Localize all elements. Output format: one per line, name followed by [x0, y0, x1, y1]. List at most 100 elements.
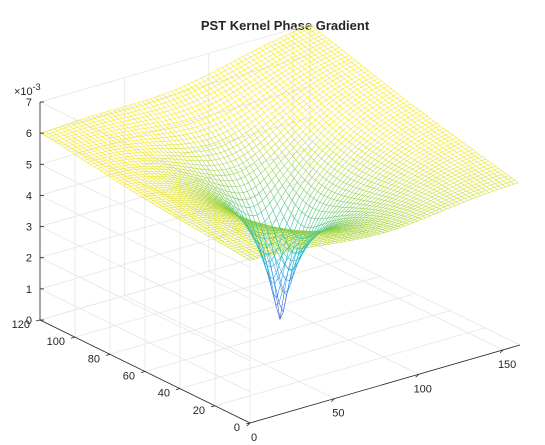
mesh-segment	[396, 227, 401, 229]
mesh-segment	[199, 223, 204, 226]
mesh-segment	[120, 154, 125, 158]
mesh-segment	[416, 163, 422, 167]
mesh-segment	[372, 104, 378, 108]
mesh-segment	[255, 65, 261, 69]
mesh-segment	[131, 183, 135, 186]
mesh-segment	[253, 167, 258, 172]
mesh-segment	[298, 79, 304, 83]
mesh-segment	[418, 154, 424, 158]
mesh-segment	[427, 196, 432, 200]
mesh-segment	[369, 222, 374, 226]
mesh-segment	[240, 210, 245, 214]
mesh-segment	[254, 257, 259, 260]
mesh-segment	[294, 135, 299, 140]
mesh-segment	[459, 201, 464, 204]
mesh-segment	[207, 132, 212, 135]
mesh-segment	[507, 177, 512, 180]
mesh-segment	[369, 231, 374, 234]
mesh-segment	[233, 239, 238, 241]
mesh-segment	[187, 87, 192, 90]
mesh-segment	[396, 134, 402, 138]
mesh-segment	[208, 206, 212, 210]
mesh-segment	[357, 151, 363, 156]
mesh-segment	[162, 205, 168, 207]
mesh-segment	[221, 219, 226, 223]
mesh-segment	[239, 154, 244, 158]
mesh-segment	[379, 109, 384, 113]
mesh-segment	[312, 66, 317, 70]
mesh-segment	[390, 107, 396, 111]
mesh-segment	[181, 119, 187, 122]
mesh-segment	[372, 202, 378, 207]
mesh-segment	[204, 127, 209, 130]
mesh-segment	[136, 179, 140, 183]
mesh-segment	[500, 176, 505, 179]
mesh-segment	[135, 181, 140, 184]
mesh-segment	[267, 139, 273, 144]
mesh-segment	[284, 54, 289, 58]
mesh-segment	[359, 200, 365, 205]
mesh-segment	[365, 143, 371, 148]
mesh-segment	[154, 197, 158, 201]
mesh-segment	[65, 126, 71, 129]
mesh-segment	[139, 181, 145, 183]
mesh-segment	[148, 201, 153, 204]
mesh-segment	[237, 170, 242, 173]
mesh-segment	[234, 58, 239, 62]
mesh-segment	[61, 143, 66, 146]
mesh-segment	[228, 92, 234, 95]
mesh-segment	[319, 223, 324, 231]
mesh-segment	[307, 148, 312, 154]
grid-line	[74, 258, 346, 338]
mesh-segment	[416, 126, 422, 130]
mesh-segment	[193, 220, 197, 224]
mesh-segment	[184, 177, 189, 179]
mesh-segment	[77, 125, 82, 128]
mesh-segment	[296, 71, 301, 75]
mesh-segment	[241, 139, 246, 143]
mesh-segment	[228, 199, 234, 203]
mesh-segment	[201, 117, 207, 120]
mesh-segment	[101, 123, 106, 127]
mesh-segment	[276, 78, 281, 82]
mesh-segment	[397, 215, 402, 218]
mesh-segment	[320, 80, 326, 84]
mesh-segment	[225, 219, 230, 222]
mesh-segment	[454, 190, 460, 193]
mesh-segment	[355, 236, 360, 239]
mesh-segment	[138, 184, 144, 186]
mesh-segment	[454, 143, 459, 147]
mesh-segment	[393, 93, 398, 97]
mesh-segment	[252, 251, 257, 254]
mesh-segment	[388, 117, 394, 121]
mesh-segment	[282, 84, 288, 88]
mesh-segment	[199, 129, 205, 132]
mesh-segment	[236, 231, 241, 234]
mesh-segment	[195, 205, 200, 209]
mesh-segment	[481, 172, 487, 175]
mesh-segment	[453, 194, 459, 197]
mesh-segment	[319, 239, 325, 241]
mesh-segment	[292, 151, 298, 157]
mesh-segment	[350, 239, 355, 241]
mesh-segment	[232, 223, 236, 226]
mesh-segment	[197, 229, 202, 233]
mesh-segment	[107, 158, 112, 161]
mesh-segment	[289, 147, 294, 153]
mesh-segment	[473, 157, 479, 161]
mesh-segment	[188, 223, 193, 225]
mesh-segment	[447, 172, 453, 176]
mesh-segment	[124, 168, 128, 171]
mesh-segment	[241, 247, 247, 250]
mesh-segment	[175, 195, 179, 199]
mesh-segment	[179, 215, 183, 219]
mesh-segment	[370, 198, 376, 202]
mesh-segment	[192, 79, 197, 83]
mesh-segment	[344, 235, 350, 237]
mesh-segment	[407, 136, 412, 140]
mesh-segment	[413, 124, 418, 128]
mesh-segment	[184, 194, 188, 198]
mesh-segment	[466, 157, 471, 160]
mesh-segment	[259, 233, 263, 236]
mesh-segment	[183, 89, 188, 92]
